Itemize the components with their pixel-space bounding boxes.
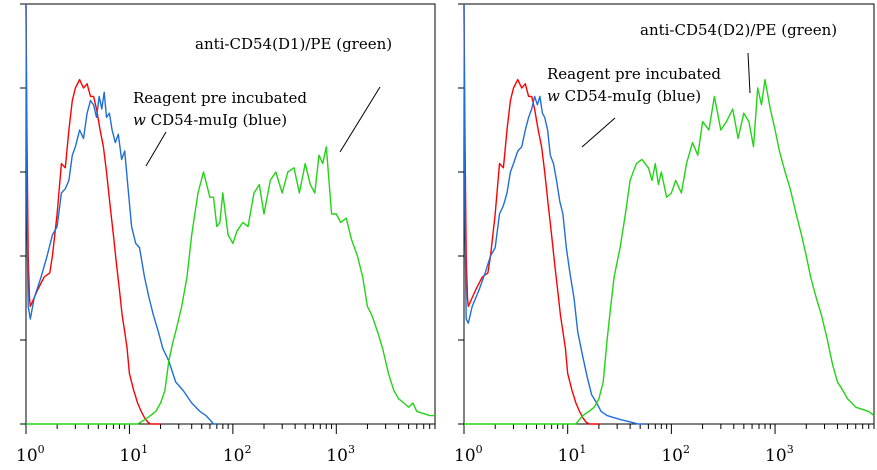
plot-frame <box>463 3 875 425</box>
histogram-series <box>464 78 875 425</box>
annotation-text: Reagent pre incubated <box>133 89 307 107</box>
histogram-series <box>25 3 161 425</box>
histogram-panel-left: 100 101 102 103 anti-CD54(D1)/PE (green) Reag… <box>16 3 436 466</box>
histogram-panel-right: 100 101 102 103 anti-CD54(D2)/PE (green) Reag… <box>454 3 875 466</box>
histogram-series <box>26 146 435 425</box>
annotation-leader <box>339 86 381 153</box>
annotation-leader <box>145 131 167 167</box>
x-tick-label: 101 <box>119 443 148 466</box>
x-tick-label: 101 <box>558 443 587 466</box>
x-tick-label: 102 <box>223 443 252 466</box>
plot-frame <box>25 3 436 425</box>
annotation-leader <box>581 117 616 148</box>
annotation-leader <box>747 52 751 94</box>
x-tick-label: 100 <box>454 443 483 466</box>
annotation-text: anti-CD54(D1)/PE (green) <box>195 35 392 53</box>
annotation-text: w CD54-muIg (blue) <box>547 87 701 105</box>
annotation-text: w CD54-muIg (blue) <box>133 111 287 129</box>
annotation-text: Reagent pre incubated <box>547 65 721 83</box>
histogram-series <box>463 3 645 425</box>
x-tick-label: 100 <box>16 443 45 466</box>
x-tick-label: 102 <box>661 443 690 466</box>
annotation-text: anti-CD54(D2)/PE (green) <box>640 21 837 39</box>
x-tick-label: 103 <box>326 443 355 466</box>
histogram-series <box>25 3 217 425</box>
x-tick-label: 103 <box>765 443 794 466</box>
